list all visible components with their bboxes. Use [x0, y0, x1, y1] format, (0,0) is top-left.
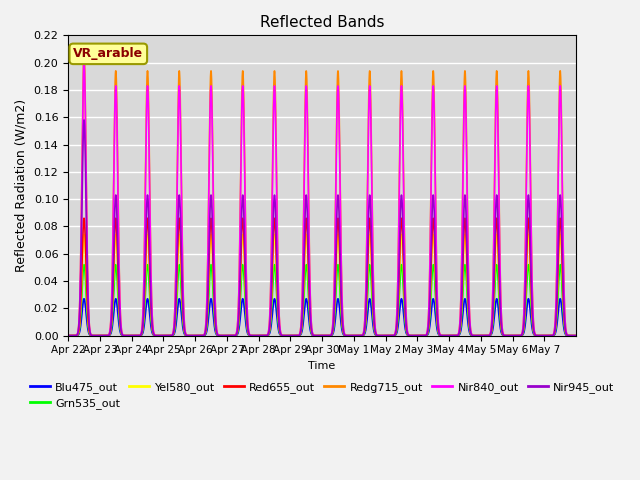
Red655_out — [168, 332, 176, 338]
Line: Grn535_out: Grn535_out — [68, 264, 576, 336]
Nir945_out — [464, 288, 472, 294]
Legend: Blu475_out, Grn535_out, Yel580_out, Red655_out, Redg715_out, Nir840_out, Nir945_: Blu475_out, Grn535_out, Yel580_out, Red6… — [25, 377, 619, 413]
Nir945_out — [432, 265, 440, 271]
Red655_out — [80, 216, 88, 221]
Grn535_out — [387, 333, 395, 338]
Redg715_out — [387, 333, 395, 338]
Blu475_out — [566, 333, 574, 338]
Nir840_out — [464, 254, 472, 260]
Yel580_out — [64, 333, 72, 338]
Line: Redg715_out: Redg715_out — [68, 53, 576, 336]
Line: Nir840_out: Nir840_out — [68, 62, 576, 336]
Title: Reflected Bands: Reflected Bands — [260, 15, 385, 30]
Nir840_out — [495, 168, 502, 174]
Redg715_out — [566, 333, 574, 338]
Blu475_out — [572, 333, 580, 338]
Redg715_out — [432, 205, 440, 211]
Blu475_out — [80, 296, 88, 301]
Nir945_out — [168, 332, 176, 338]
Redg715_out — [80, 50, 88, 56]
Yel580_out — [80, 232, 88, 238]
Text: VR_arable: VR_arable — [73, 48, 143, 60]
Nir945_out — [387, 333, 395, 338]
Nir945_out — [566, 333, 574, 338]
Nir945_out — [80, 117, 88, 123]
X-axis label: Time: Time — [308, 361, 336, 371]
Yel580_out — [387, 333, 395, 338]
Nir840_out — [566, 333, 574, 338]
Red655_out — [432, 276, 440, 282]
Line: Blu475_out: Blu475_out — [68, 299, 576, 336]
Redg715_out — [64, 333, 72, 338]
Redg715_out — [464, 250, 472, 255]
Nir840_out — [64, 333, 72, 338]
Yel580_out — [566, 333, 574, 338]
Yel580_out — [168, 333, 176, 338]
Red655_out — [572, 333, 580, 338]
Blu475_out — [64, 333, 72, 338]
Y-axis label: Reflected Radiation (W/m2): Reflected Radiation (W/m2) — [15, 99, 28, 272]
Red655_out — [566, 333, 574, 338]
Redg715_out — [168, 332, 176, 337]
Yel580_out — [572, 333, 580, 338]
Nir945_out — [64, 333, 72, 338]
Nir840_out — [572, 333, 580, 338]
Blu475_out — [432, 315, 440, 321]
Grn535_out — [432, 299, 440, 304]
Redg715_out — [495, 158, 502, 164]
Red655_out — [387, 333, 395, 338]
Grn535_out — [80, 262, 88, 267]
Line: Yel580_out: Yel580_out — [68, 235, 576, 336]
Grn535_out — [566, 333, 574, 338]
Yel580_out — [432, 284, 440, 290]
Line: Red655_out: Red655_out — [68, 218, 576, 336]
Red655_out — [495, 255, 502, 261]
Grn535_out — [64, 333, 72, 338]
Blu475_out — [495, 309, 502, 314]
Nir840_out — [432, 213, 440, 218]
Grn535_out — [572, 333, 580, 338]
Nir840_out — [168, 332, 176, 337]
Red655_out — [464, 296, 472, 301]
Yel580_out — [464, 301, 472, 307]
Blu475_out — [464, 321, 472, 327]
Nir945_out — [572, 333, 580, 338]
Grn535_out — [168, 333, 176, 338]
Nir945_out — [495, 240, 502, 246]
Blu475_out — [387, 333, 395, 338]
Nir840_out — [80, 60, 88, 65]
Nir840_out — [387, 333, 395, 338]
Blu475_out — [168, 333, 176, 338]
Red655_out — [64, 333, 72, 338]
Redg715_out — [572, 333, 580, 338]
Line: Nir945_out: Nir945_out — [68, 120, 576, 336]
Grn535_out — [495, 286, 502, 292]
Yel580_out — [495, 266, 502, 272]
Grn535_out — [464, 311, 472, 316]
